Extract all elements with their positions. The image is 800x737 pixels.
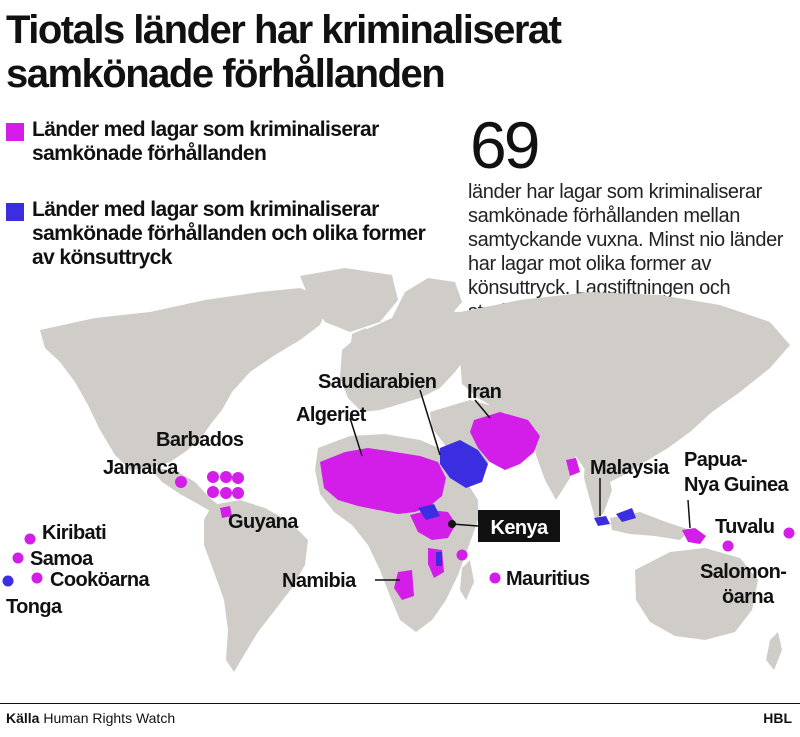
land-central-america [150,468,222,514]
land-north-america [40,288,330,470]
label-tuvalu: Tuvalu [715,516,774,538]
land-south-america [204,500,308,672]
marker-kenya [448,520,456,528]
label-papua-line2: Nya Guinea [684,474,790,496]
region-malaysia-borneo [616,508,636,522]
source-name: Human Rights Watch [43,710,176,726]
legend-label: Länder med lagar som kriminaliserar samk… [32,198,426,269]
region-malaysia [594,516,610,526]
land-japan [690,375,712,410]
label-mauritius: Mauritius [506,568,590,590]
region-north-africa [320,448,446,514]
marker-solomon-islands [722,540,734,552]
leader-kenya [451,523,479,527]
region-guyana [220,506,232,518]
region-malawi [436,552,442,566]
land-greenland [300,268,398,332]
label-salomon-line2: öarna [722,586,775,608]
marker-tonga [2,575,14,587]
brand-logo: HBL [763,710,792,726]
label-kenya: Kenya [490,517,549,539]
land-new-zealand [766,632,782,670]
label-papua-line1: Papua- [684,449,747,471]
label-salomon-line1: Salomon- [700,561,786,583]
legend-label: Länder med lagar som kriminaliserar samk… [32,118,379,165]
marker-cook-islands [31,572,43,584]
label-cook: Cooköarna [50,569,151,591]
marker-kiribati [24,533,36,545]
leader-algeriet [349,417,363,457]
page-title: Tiotals länder har kriminaliserat samkön… [6,8,562,96]
marker-caribbean-4 [207,486,219,498]
region-east-africa [410,510,456,540]
region-iran-afg-pak [470,412,540,470]
footer-divider [0,703,800,704]
leader-saudi [419,389,441,456]
legend-item-criminalize-expression: Länder med lagar som kriminaliserar samk… [6,198,432,270]
label-kiribati: Kiribati [42,522,106,544]
source-label: Källa [6,710,40,726]
label-algeriet: Algeriet [296,404,367,426]
marker-mauritius [489,572,501,584]
kenya-label-box [478,510,560,542]
land-uk [350,328,370,360]
region-papua [682,528,706,544]
land-europe [340,310,480,412]
land-scandinavia [392,278,462,318]
marker-caribbean-6 [232,487,244,499]
marker-jamaica [175,476,187,488]
marker-tuvalu [783,527,795,539]
land-madagascar [460,560,474,600]
island-markers [2,471,795,587]
leader-iran [474,399,491,419]
marker-samoa [12,552,24,564]
label-guyana: Guyana [228,511,299,533]
region-saudi-arabia [440,440,488,488]
label-barbados: Barbados [156,429,244,451]
marker-caribbean-2 [220,471,232,483]
marker-comoros [456,549,468,561]
leader-lines [349,389,691,581]
legend-item-criminalize: Länder med lagar som kriminaliserar samk… [6,118,432,166]
legend-swatch-magenta [6,123,24,141]
stat-number: 69 [470,108,540,182]
world-map: Kenya Saudiarabien Iran Algeriet Barbado… [2,268,795,672]
marker-caribbean-1 [207,471,219,483]
label-namibia: Namibia [282,570,357,592]
marker-caribbean-3 [232,472,244,484]
label-jamaica: Jamaica [103,457,179,479]
label-iran: Iran [467,381,501,403]
land-asia [460,292,790,486]
land-australia [635,548,758,640]
label-tonga: Tonga [6,596,63,618]
legend-swatch-blue [6,203,24,221]
land-india [532,430,578,500]
label-malaysia: Malaysia [590,457,670,479]
region-south-sudan [418,504,440,520]
label-saudiarabien: Saudiarabien [318,371,436,393]
land-se-asia [584,460,612,522]
source-credit: Källa Human Rights Watch [6,710,175,726]
blue-countries [418,440,636,566]
marker-caribbean-5 [220,487,232,499]
region-namibia [394,570,414,600]
label-samoa: Samoa [30,548,94,570]
region-myanmar [566,458,580,476]
leader-papua [687,499,691,529]
